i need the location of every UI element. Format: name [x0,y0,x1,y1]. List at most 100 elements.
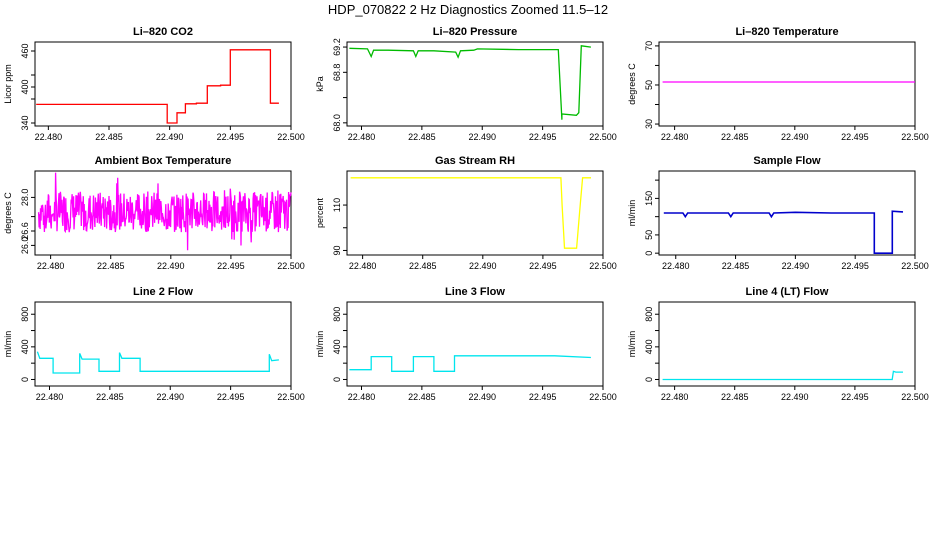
y-tick-label: 0 [20,377,30,382]
x-tick-label: 22.480 [662,261,690,271]
chart-panel-7: Line 2 Flow 22.480 22.485 22.490 22.495 22.50… [0,284,312,414]
plot-frame [658,301,916,387]
x-tick-label: 22.490 [157,261,185,271]
y-tick-label: 70 [644,41,654,51]
x-tick-label: 22.485 [409,261,437,271]
chart-title: Li–820 Pressure [433,26,517,38]
x-tick-label: 22.480 [36,392,64,402]
y-axis-label: kPa [315,76,325,92]
x-tick-label: 22.495 [529,132,557,142]
chart-panel-2: Li–820 Pressure 22.480 22.485 22.490 22.495 2… [312,24,624,154]
y-tick-label: 0 [332,377,342,382]
x-tick-label: 22.480 [37,261,65,271]
chart-panel-9: Line 4 (LT) Flow 22.480 22.485 22.490 22.495… [624,284,936,414]
y-tick-label: 28.0 [20,189,30,207]
x-tick-label: 22.485 [722,261,750,271]
x-tick-label: 22.500 [277,261,305,271]
x-tick-label: 22.490 [468,392,496,402]
x-tick-label: 22.485 [96,392,124,402]
y-axis-label: ml/min [3,331,13,358]
y-tick-label: 800 [20,307,30,322]
chart-title: Sample Flow [753,155,821,167]
x-tick-label: 22.485 [721,132,749,142]
y-tick-label: 26.6 [20,222,30,240]
chart-panel-1: Li–820 CO2 22.480 22.485 22.490 22.495 22.500… [0,24,312,154]
plot-frame [346,301,604,387]
series-line [349,45,591,120]
y-tick-label: 400 [332,339,342,354]
x-tick-label: 22.500 [589,261,617,271]
plot-frame [34,170,292,256]
chart-svg: Line 4 (LT) Flow 22.480 22.485 22.490 22.495… [627,286,929,402]
chart-panel-3: Li–820 Temperature 22.480 22.485 22.490 22.4… [624,24,936,154]
x-tick-label: 22.500 [901,132,929,142]
y-tick-label: 0 [644,251,654,256]
x-tick-label: 22.485 [408,392,436,402]
chart-svg: Line 3 Flow 22.480 22.485 22.490 22.495 22.50… [315,286,617,402]
x-tick-label: 22.490 [781,392,809,402]
x-tick-label: 22.495 [217,132,245,142]
y-axis-label: ml/min [315,331,325,358]
x-tick-label: 22.485 [408,132,436,142]
y-tick-label: 68.0 [332,114,342,132]
x-tick-label: 22.490 [781,132,809,142]
x-tick-label: 22.500 [901,392,929,402]
x-tick-label: 22.485 [721,392,749,402]
chart-svg: Li–820 Temperature 22.480 22.485 22.490 22.4… [627,26,929,142]
plot-frame [658,41,916,127]
plot-frame [34,301,292,387]
x-tick-label: 22.480 [349,261,377,271]
x-tick-label: 22.480 [661,392,689,402]
y-axis-label: Licor ppm [3,64,13,104]
x-tick-label: 22.495 [529,261,557,271]
chart-title: Line 3 Flow [445,286,505,298]
chart-title: Line 2 Flow [133,286,193,298]
chart-svg: Li–820 Pressure 22.480 22.485 22.490 22.495 2… [315,26,617,142]
y-axis-label: ml/min [627,331,637,358]
x-tick-label: 22.500 [277,132,305,142]
plot-frame [658,170,916,256]
chart-title: Li–820 Temperature [735,26,838,38]
x-tick-label: 22.480 [348,392,376,402]
chart-svg: Ambient Box Temperature 22.480 22.485 22.49… [3,155,305,271]
y-tick-label: 26.0 [20,237,30,255]
plot-frame [346,170,604,256]
series-line [349,355,591,372]
series-line [350,177,591,249]
y-tick-label: 0 [644,377,654,382]
x-tick-label: 22.490 [469,261,497,271]
x-tick-label: 22.495 [841,392,869,402]
y-tick-label: 50 [644,80,654,90]
chart-title: Line 4 (LT) Flow [746,286,829,298]
x-tick-label: 22.490 [156,392,184,402]
x-tick-label: 22.495 [217,392,245,402]
x-tick-label: 22.500 [901,261,929,271]
y-tick-label: 110 [332,198,342,212]
y-tick-label: 69.2 [332,38,342,56]
series-line [663,210,904,254]
y-axis-label: ml/min [627,200,637,227]
x-tick-label: 22.480 [35,132,63,142]
x-tick-label: 22.485 [97,261,125,271]
y-tick-label: 30 [644,119,654,129]
x-tick-label: 22.490 [782,261,810,271]
series-line [37,172,292,251]
x-tick-label: 22.485 [95,132,123,142]
y-tick-label: 400 [20,79,30,94]
plot-frame [346,41,604,127]
y-tick-label: 90 [332,245,342,255]
y-tick-label: 50 [644,230,654,240]
x-tick-label: 22.495 [841,261,869,271]
plot-frame [34,41,292,127]
x-tick-label: 22.495 [841,132,869,142]
x-tick-label: 22.480 [348,132,376,142]
x-tick-label: 22.490 [468,132,496,142]
y-tick-label: 150 [644,191,654,206]
series-line [36,351,279,374]
x-tick-label: 22.495 [529,392,557,402]
y-tick-label: 400 [20,339,30,354]
chart-panel-5: Gas Stream RH 22.480 22.485 22.490 22.495 22.… [312,153,624,283]
y-tick-label: 800 [644,307,654,322]
x-tick-label: 22.500 [277,392,305,402]
y-axis-label: degrees C [627,63,637,105]
